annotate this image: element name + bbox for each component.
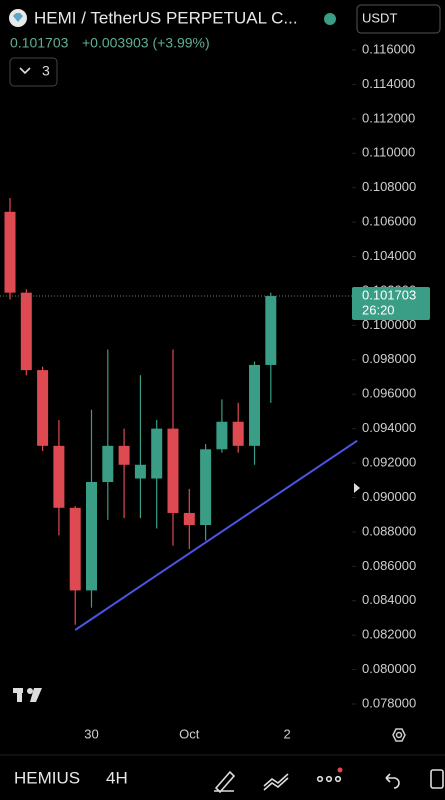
candle-body (4, 211, 16, 293)
candle-body (69, 507, 81, 591)
last-price-box (352, 287, 430, 321)
y-tick-label: 0.094000 (362, 420, 416, 435)
trendline (74, 439, 358, 631)
y-tick-label: 0.082000 (362, 627, 416, 642)
candle-body (20, 292, 32, 371)
scroll-marker[interactable] (354, 483, 360, 493)
y-tick-label: 0.096000 (362, 386, 416, 401)
plot: 0.078000 0.080000 0.082000 0.084000 0.086000… (0, 41, 430, 741)
chevron[interactable] (19, 67, 31, 75)
candle-body (249, 364, 260, 446)
x-tick-label: 2 (283, 726, 290, 741)
market-status[interactable] (324, 13, 336, 25)
y-tick-label: 0.078000 (362, 695, 416, 710)
draw-tool[interactable] (214, 770, 236, 794)
y-tick-label: 0.110000 (362, 145, 415, 160)
more-dot[interactable] (334, 775, 342, 783)
toolbar-icons (214, 769, 444, 794)
countdown: 26:20 (362, 302, 395, 317)
trend-tool[interactable] (263, 773, 289, 791)
candle-body (151, 428, 163, 479)
y-tick-label: 0.098000 (362, 351, 416, 366)
x-tick-label: Oct (179, 726, 200, 741)
y-tick-label: 0.080000 (362, 661, 416, 676)
candle-body (167, 428, 179, 513)
candle-body (183, 512, 195, 526)
tv-logo (13, 688, 42, 702)
notification-dot (337, 767, 343, 773)
more-dot[interactable] (325, 775, 333, 783)
candle-body (53, 445, 65, 508)
settings-icon[interactable] (392, 728, 406, 742)
indicator-count[interactable]: 3 (42, 63, 50, 79)
last-price: 0.101703 (10, 35, 69, 51)
fullscreen[interactable] (430, 769, 444, 789)
y-tick-label: 0.100000 (362, 317, 416, 332)
y-tick-label: 0.090000 (362, 489, 416, 504)
y-tick-label: 0.112000 (362, 110, 415, 125)
y-tick-label: 0.084000 (362, 592, 416, 607)
y-tick-label: 0.104000 (362, 248, 416, 263)
y-tick-label: 0.114000 (362, 76, 415, 91)
y-tick-label: 0.106000 (362, 214, 416, 229)
candle-body (134, 464, 146, 479)
price-change: +0.003903 (+3.99%) (82, 35, 210, 51)
currency-select[interactable] (356, 4, 441, 34)
y-tick-label: 0.116000 (362, 41, 415, 56)
candle-body (118, 445, 130, 465)
currency-label[interactable]: USDT (362, 10, 397, 25)
candle-body (102, 445, 114, 482)
symbol-logo-mark (13, 13, 23, 22)
undo[interactable] (385, 773, 400, 789)
candle-body (37, 370, 49, 446)
y-tick-label: 0.088000 (362, 523, 416, 538)
candle-body (86, 481, 97, 591)
indicators-toggle[interactable] (9, 57, 58, 87)
toolbar-symbol[interactable]: HEMIUS (14, 768, 80, 787)
y-tick-label: 0.092000 (362, 454, 416, 469)
last-price-label: 0.101703 (362, 287, 416, 302)
candle-body (200, 449, 212, 526)
candle-body (216, 421, 228, 450)
toolbar-interval[interactable]: 4H (106, 768, 128, 787)
candle-body (232, 421, 244, 446)
y-tick-label: 0.108000 (362, 179, 416, 194)
candle-body (265, 296, 277, 365)
x-tick-label: 30 (84, 726, 98, 741)
symbol-title[interactable]: HEMI / TetherUS PERPETUAL C... (34, 8, 298, 27)
more-dot[interactable] (316, 775, 324, 783)
y-tick-label: 0.086000 (362, 558, 416, 573)
